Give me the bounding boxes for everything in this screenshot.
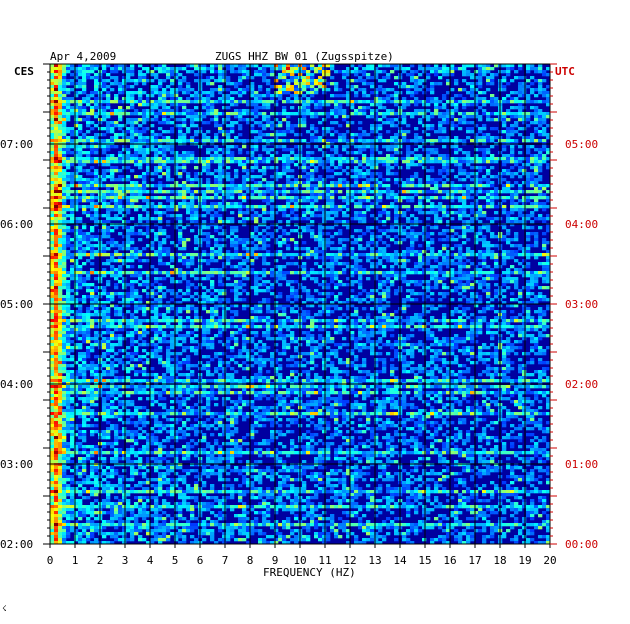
x-tick-label: 17: [468, 554, 481, 567]
right-time-label: 00:00: [565, 538, 598, 551]
x-tick-label: 14: [393, 554, 407, 567]
x-axis-label: FREQUENCY (HZ): [263, 566, 356, 579]
left-time-label: 07:00: [0, 138, 33, 151]
right-time-label: 04:00: [565, 218, 598, 231]
x-tick-label: 10: [293, 554, 306, 567]
x-tick-label: 16: [443, 554, 456, 567]
x-tick-label: 12: [343, 554, 356, 567]
x-tick-label: 13: [368, 554, 381, 567]
date-label: Apr 4,2009: [50, 50, 116, 63]
left-time-axis: 07:00 06:00 05:00 04:00 03:00 02:00: [0, 63, 50, 551]
spectrogram-plot-area: [49, 63, 551, 545]
x-tick-label: 15: [418, 554, 431, 567]
x-tick-label: 7: [222, 554, 229, 567]
left-zone-label: CES: [14, 65, 34, 78]
x-tick-label: 2: [97, 554, 104, 567]
left-time-label: 04:00: [0, 378, 33, 391]
x-tick-label: 20: [543, 554, 556, 567]
right-zone-label: UTC: [555, 65, 575, 78]
x-tick-label: 9: [272, 554, 279, 567]
spectrogram-cells: [50, 64, 551, 545]
right-time-label: 03:00: [565, 298, 598, 311]
right-time-axis: 05:00 04:00 03:00 02:00 01:00 00:00: [550, 63, 598, 551]
right-time-label: 01:00: [565, 458, 598, 471]
x-tick-label: 1: [72, 554, 79, 567]
right-time-label: 02:00: [565, 378, 598, 391]
left-time-label: 02:00: [0, 538, 33, 551]
left-time-label: 03:00: [0, 458, 33, 471]
left-time-label: 05:00: [0, 298, 33, 311]
x-tick-label: 6: [197, 554, 204, 567]
x-tick-label: 19: [518, 554, 531, 567]
x-axis: 0 1 2 3 4 5 6 7 8 9 10 11 12 13 14 15 16 17 18 19 20: [47, 544, 557, 567]
x-tick-label: 4: [147, 554, 154, 567]
x-tick-label: 11: [318, 554, 331, 567]
station-title: ZUGS HHZ BW 01 (Zugsspitze): [215, 50, 394, 63]
x-tick-label: 18: [493, 554, 506, 567]
x-tick-label: 8: [247, 554, 254, 567]
left-time-label: 06:00: [0, 218, 33, 231]
chart-grid: [50, 64, 550, 545]
x-tick-label: 3: [122, 554, 129, 567]
x-tick-label: 0: [47, 554, 54, 567]
corner-mark: ☇: [2, 604, 7, 613]
x-tick-label: 5: [172, 554, 179, 567]
right-time-label: 05:00: [565, 138, 598, 151]
